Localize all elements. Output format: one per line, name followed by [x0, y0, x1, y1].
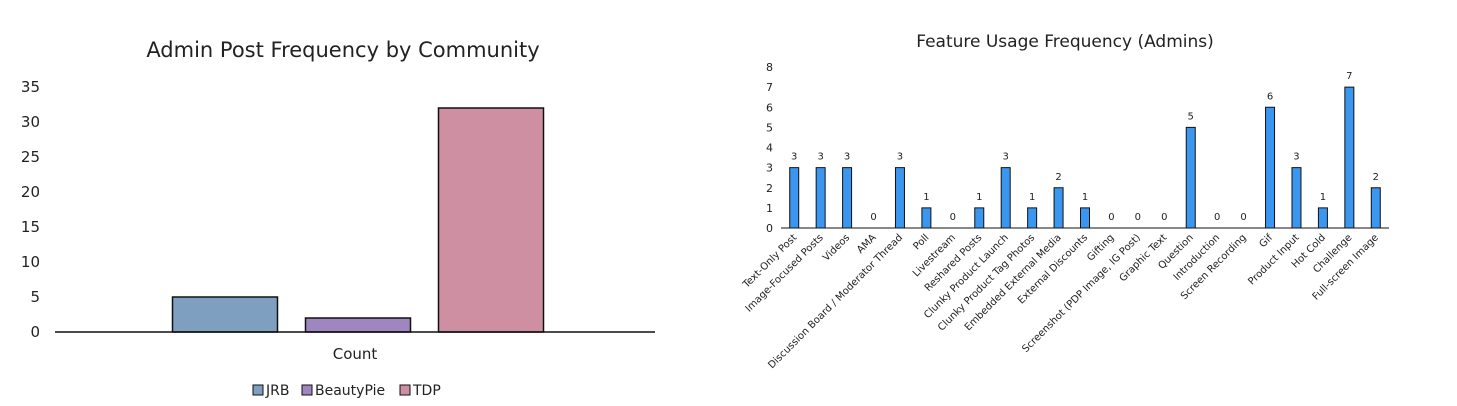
- y-tick-label: 3: [766, 162, 773, 175]
- data-label: 0: [1214, 212, 1220, 223]
- legend-label-jrb: JRB: [265, 383, 289, 399]
- data-label: 1: [1029, 192, 1035, 203]
- bar: [1344, 86, 1355, 229]
- data-label: 1: [923, 192, 929, 203]
- bar: [921, 207, 932, 229]
- bar: [1000, 167, 1011, 229]
- legend-label-beautypie: BeautyPie: [315, 383, 385, 399]
- data-label: 0: [950, 212, 956, 223]
- data-label: 3: [1293, 152, 1299, 163]
- data-label: 2: [1373, 172, 1379, 183]
- y-tick-label: 30: [21, 113, 40, 131]
- bar: [894, 167, 905, 229]
- bar: [789, 167, 800, 229]
- data-label: 7: [1346, 71, 1352, 82]
- y-tick-label: 35: [21, 78, 40, 96]
- bar: [842, 167, 853, 229]
- bar: [1185, 126, 1196, 229]
- data-label: 2: [1055, 172, 1061, 183]
- legend-swatch-beautypie: [301, 384, 313, 396]
- legend-swatch-tdp: [399, 384, 411, 396]
- legend-swatch-jrb: [252, 384, 264, 396]
- data-label: 1: [1320, 192, 1326, 203]
- bar: [1027, 207, 1038, 229]
- y-tick-label: 7: [766, 81, 773, 94]
- x-tick-label: AMA: [855, 232, 879, 256]
- data-label: 6: [1267, 91, 1273, 102]
- chart-title: Admin Post Frequency by Community: [146, 38, 539, 62]
- bar: [1053, 187, 1064, 229]
- data-label: 0: [1161, 212, 1167, 223]
- y-tick-label: 5: [30, 288, 40, 306]
- data-label: 0: [1108, 212, 1114, 223]
- data-label: 3: [791, 152, 797, 163]
- data-label: 3: [1003, 152, 1009, 163]
- bar: [1291, 167, 1302, 229]
- bar: [974, 207, 985, 229]
- data-label: 1: [1082, 192, 1088, 203]
- legend-label-tdp: TDP: [412, 383, 441, 399]
- admin-post-frequency-chart: Admin Post Frequency by Community 0 5 10 15 2…: [21, 38, 655, 399]
- x-tick-label: Count: [333, 345, 378, 363]
- y-tick-label: 6: [766, 101, 773, 114]
- x-tick-label: Gif: [1257, 232, 1275, 250]
- x-tick-label: Poll: [911, 232, 931, 252]
- y-tick-label: 2: [766, 182, 773, 195]
- data-label: 0: [1240, 212, 1246, 223]
- data-label: 3: [897, 152, 903, 163]
- y-tick-label: 10: [21, 253, 40, 271]
- bar: [1370, 187, 1381, 229]
- bar-beautypie: [304, 317, 412, 333]
- bar: [815, 167, 826, 229]
- data-label: 1: [976, 192, 982, 203]
- feature-usage-frequency-chart: Feature Usage Frequency (Admins) 0 1 2 3 4 5 6 7…: [741, 32, 1389, 371]
- y-tick-label: 25: [21, 148, 40, 166]
- data-label: 5: [1188, 111, 1194, 122]
- data-label: 0: [870, 212, 876, 223]
- bar: [1080, 207, 1090, 229]
- bar-tdp: [437, 107, 545, 333]
- y-tick-label: 5: [766, 121, 773, 134]
- x-tick-label: Videos: [821, 232, 852, 263]
- y-tick-label: 20: [21, 183, 40, 201]
- bar-jrb: [171, 296, 279, 333]
- y-tick-label: 0: [766, 222, 773, 235]
- data-label: 0: [1135, 212, 1141, 223]
- y-tick-label: 8: [766, 61, 773, 74]
- y-tick-label: 15: [21, 218, 40, 236]
- data-label: 3: [844, 152, 850, 163]
- chart-title: Feature Usage Frequency (Admins): [916, 32, 1214, 52]
- data-label: 3: [817, 152, 823, 163]
- y-tick-label: 4: [766, 142, 773, 155]
- bar: [1265, 106, 1276, 229]
- y-tick-label: 1: [766, 202, 773, 215]
- bar: [1317, 207, 1328, 229]
- y-tick-label: 0: [30, 323, 40, 341]
